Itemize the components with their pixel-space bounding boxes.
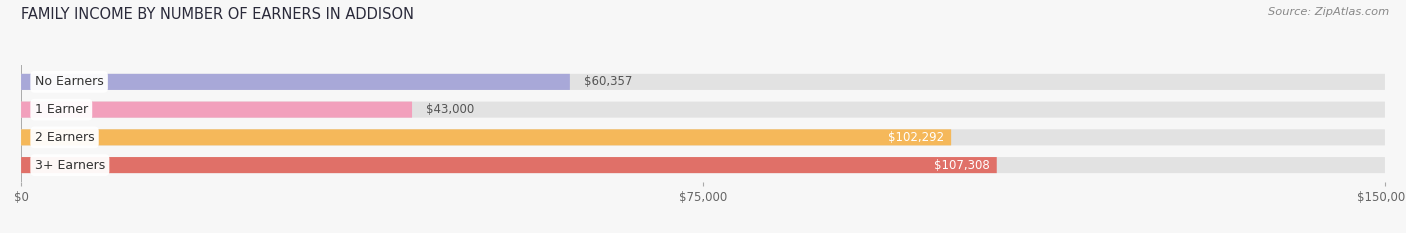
- Text: 1 Earner: 1 Earner: [35, 103, 87, 116]
- FancyBboxPatch shape: [21, 102, 412, 118]
- Text: 2 Earners: 2 Earners: [35, 131, 94, 144]
- FancyBboxPatch shape: [21, 157, 997, 173]
- Text: $60,357: $60,357: [583, 75, 631, 88]
- Text: $102,292: $102,292: [887, 131, 943, 144]
- FancyBboxPatch shape: [21, 157, 1385, 173]
- Text: $107,308: $107,308: [934, 159, 990, 171]
- Text: $43,000: $43,000: [426, 103, 474, 116]
- FancyBboxPatch shape: [21, 129, 1385, 145]
- Text: FAMILY INCOME BY NUMBER OF EARNERS IN ADDISON: FAMILY INCOME BY NUMBER OF EARNERS IN AD…: [21, 7, 415, 22]
- Text: No Earners: No Earners: [35, 75, 104, 88]
- FancyBboxPatch shape: [21, 102, 1385, 118]
- FancyBboxPatch shape: [21, 74, 569, 90]
- FancyBboxPatch shape: [21, 129, 950, 145]
- Text: Source: ZipAtlas.com: Source: ZipAtlas.com: [1268, 7, 1389, 17]
- Text: 3+ Earners: 3+ Earners: [35, 159, 105, 171]
- FancyBboxPatch shape: [21, 74, 1385, 90]
